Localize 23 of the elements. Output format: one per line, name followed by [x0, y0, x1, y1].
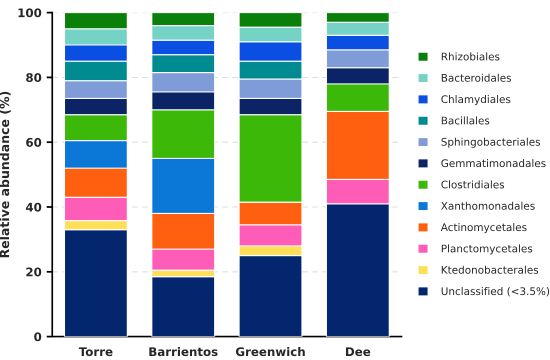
- legend-label: Ktedonobacterales: [442, 266, 538, 274]
- legend-label: Rhizobiales: [442, 52, 500, 60]
- x-tick-label: Dee: [346, 347, 370, 356]
- y-axis-title: Relative abundance (%): [0, 92, 11, 258]
- y-tick-label: 80: [26, 73, 42, 82]
- y-tick-label: 0: [34, 332, 42, 342]
- legend-label: Gemmatimonadales: [441, 159, 546, 168]
- y-tick-label: 100: [18, 8, 42, 18]
- x-tick-label: Barrientos: [149, 347, 218, 356]
- legend-label: Unclassified (<3.5%): [442, 287, 550, 296]
- legend-label: Chlamydiales: [441, 95, 510, 106]
- legend-label: Sphingobacteriales: [441, 138, 540, 148]
- x-tick-label: Greenwich: [236, 347, 305, 356]
- legend-label: Planctomycetales: [442, 244, 532, 254]
- legend-label: Xanthomonadales: [441, 202, 535, 210]
- x-tick-label: Torre: [78, 347, 112, 356]
- y-tick-label: 20: [26, 268, 42, 276]
- legend-label: Bacteroidales: [442, 74, 512, 82]
- legend-label: Actinomycetales: [440, 223, 527, 234]
- legend-label: Clostridiales: [441, 180, 504, 188]
- y-tick-label: 40: [26, 202, 42, 212]
- y-tick-label: 60: [26, 138, 42, 147]
- legend-label: Bacillales: [442, 116, 490, 124]
